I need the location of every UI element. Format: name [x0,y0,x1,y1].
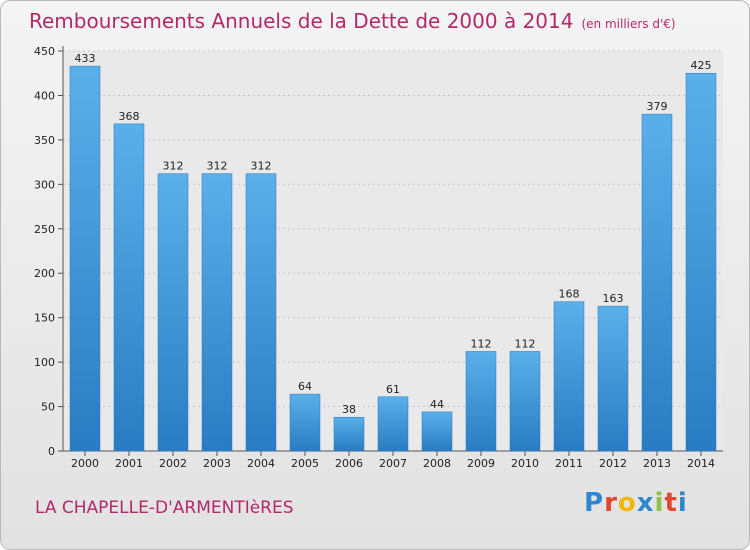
data-label-2006: 38 [342,403,356,416]
bar-2005 [289,393,321,452]
y-tick-label: 200 [34,267,55,280]
bar-2009 [465,351,497,452]
data-label-2007: 61 [386,383,400,396]
bar-2001 [113,123,145,452]
bar-2007 [377,396,409,452]
x-tick-label-2003: 2003 [203,457,231,470]
data-label-2014: 425 [691,59,712,72]
y-tick-label: 0 [48,445,55,458]
logo-letter: i [654,488,665,518]
x-tick-label-2012: 2012 [599,457,627,470]
bar-2010 [509,351,541,452]
x-tick-label-2014: 2014 [687,457,715,470]
x-tick-label-2000: 2000 [71,457,99,470]
y-tick-label: 450 [34,45,55,58]
chart-subtitle: (en milliers d'€) [581,17,676,31]
x-tick-label-2004: 2004 [247,457,275,470]
y-tick-label: 100 [34,356,55,369]
x-tick-label-2006: 2006 [335,457,363,470]
bar-2000 [69,65,101,452]
y-tick-label: 400 [34,89,55,102]
logo-letter: o [617,488,637,518]
data-label-2005: 64 [298,380,312,393]
x-tick-label-2013: 2013 [643,457,671,470]
x-tick-label-2005: 2005 [291,457,319,470]
bar-2013 [641,113,673,452]
x-tick-label-2007: 2007 [379,457,407,470]
logo-letter: x [636,488,655,518]
data-label-2009: 112 [471,337,492,350]
bar-2002 [157,173,189,452]
x-tick-label-2009: 2009 [467,457,495,470]
chart-title: Remboursements Annuels de la Dette de 20… [29,9,676,33]
proxiti-logo: Proxiti [584,488,688,518]
data-label-2013: 379 [647,100,668,113]
y-tick-label: 150 [34,312,55,325]
bar-2004 [245,173,277,452]
data-label-2003: 312 [207,160,228,173]
data-label-2008: 44 [430,398,444,411]
logo-letter: r [604,488,618,518]
y-tick-label: 350 [34,134,55,147]
data-label-2010: 112 [515,337,536,350]
bar-2014 [685,72,717,452]
data-label-2011: 168 [559,288,580,301]
bar-2003 [201,173,233,452]
x-tick-label-2001: 2001 [115,457,143,470]
logo-letter: t [664,488,678,518]
commune-name: LA CHAPELLE-D'ARMENTIèRES [35,498,294,518]
bar-2012 [597,305,629,452]
title-text: Remboursements Annuels de la Dette de 20… [29,9,574,33]
logo-letter: i [677,488,688,518]
x-tick-label-2008: 2008 [423,457,451,470]
y-tick-label: 250 [34,223,55,236]
x-tick-label-2011: 2011 [555,457,583,470]
data-label-2000: 433 [75,52,96,65]
bar-2006 [333,416,365,452]
data-label-2001: 368 [119,110,140,123]
data-label-2012: 163 [603,292,624,305]
x-tick-label-2002: 2002 [159,457,187,470]
data-label-2004: 312 [251,160,272,173]
y-tick-label: 50 [41,401,55,414]
x-tick-label-2010: 2010 [511,457,539,470]
y-tick-label: 300 [34,178,55,191]
bar-2011 [553,301,585,452]
data-label-2002: 312 [163,160,184,173]
bar-2008 [421,411,453,452]
logo-letter: P [584,488,605,518]
